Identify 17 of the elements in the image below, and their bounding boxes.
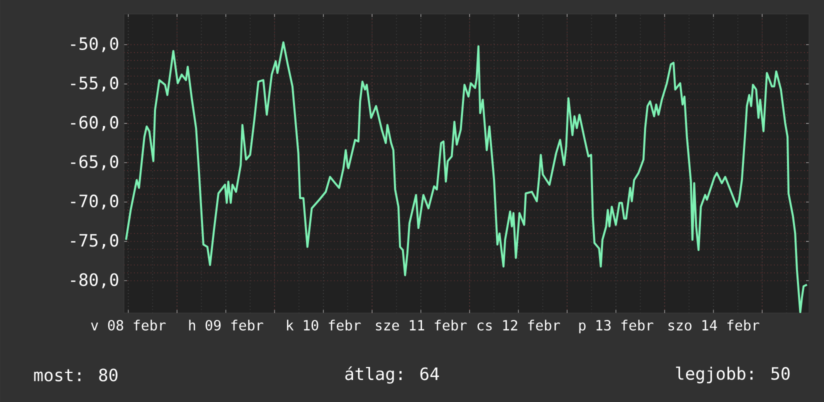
y-tick-label: -75,0 — [71, 234, 118, 249]
x-tick-label: sze 11 febr — [376, 320, 467, 331]
text: legjobb: 50 — [676, 366, 790, 384]
text: átlag: 64 — [345, 366, 439, 384]
x-tick-label: szo 14 febr — [668, 320, 760, 331]
x-tick-label: p 13 febr — [579, 320, 654, 334]
y-tick-label: -70,0 — [71, 194, 118, 210]
y-tick-label: -65,0 — [71, 155, 118, 170]
y-tick-label: -60,0 — [71, 116, 118, 131]
y-tick-label: -80,0 — [71, 273, 118, 288]
x-tick-label: h 09 febr — [189, 320, 264, 331]
y-tick-label: -55,0 — [71, 76, 118, 92]
x-tick-label: k 10 febr — [287, 320, 361, 331]
y-tick-label: -50,0 — [71, 37, 118, 52]
text: most: 80 — [34, 368, 118, 382]
x-tick-label: cs 12 febr — [478, 320, 560, 331]
x-tick-label: v 08 febr — [91, 320, 166, 331]
